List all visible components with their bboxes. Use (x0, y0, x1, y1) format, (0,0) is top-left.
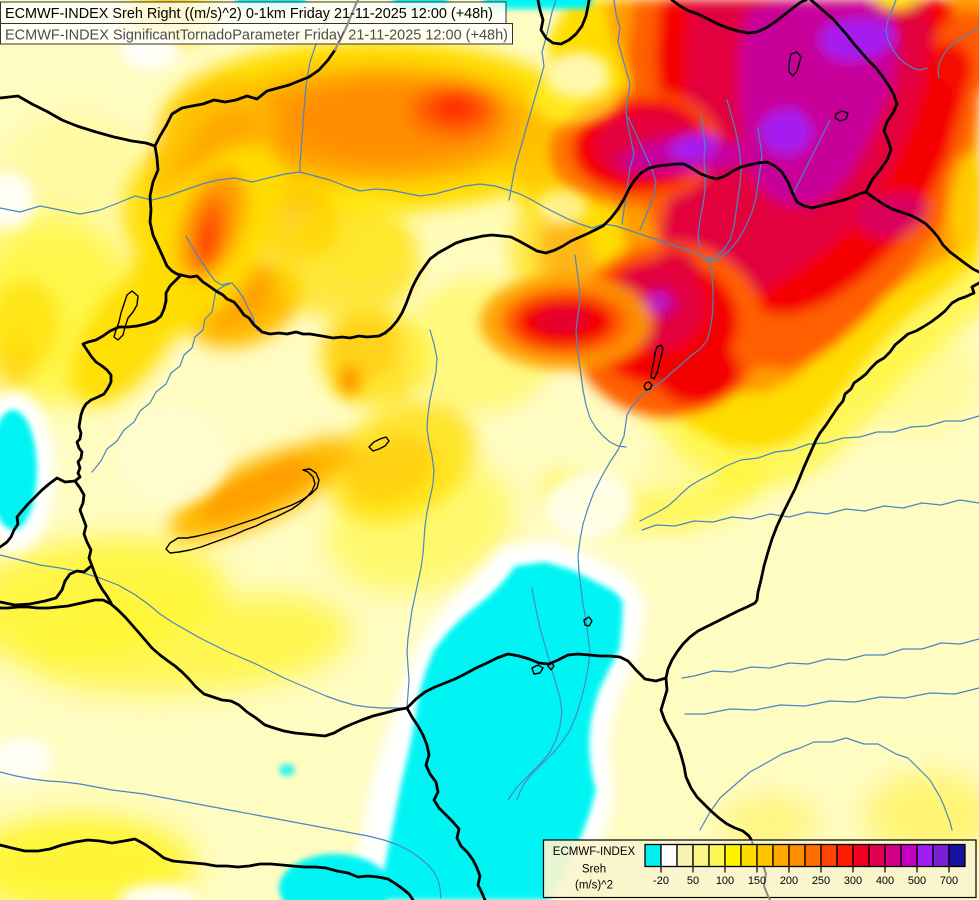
svg-text:300: 300 (844, 875, 862, 887)
svg-text:(m/s)^2: (m/s)^2 (575, 880, 613, 892)
svg-text:ECMWF-INDEX SignificantTornado: ECMWF-INDEX SignificantTornadoParameter … (5, 27, 508, 44)
svg-text:100: 100 (716, 875, 734, 887)
svg-text:-20: -20 (653, 875, 669, 887)
svg-text:ECMWF-INDEX Sreh Right ((m/s)^: ECMWF-INDEX Sreh Right ((m/s)^2) 0-1km F… (5, 5, 493, 22)
svg-text:ECMWF-INDEX: ECMWF-INDEX (553, 846, 636, 858)
svg-text:500: 500 (908, 875, 926, 887)
svg-text:Sreh: Sreh (582, 864, 606, 876)
svg-text:700: 700 (940, 875, 958, 887)
svg-text:250: 250 (812, 875, 830, 887)
svg-text:150: 150 (748, 875, 766, 887)
svg-text:200: 200 (780, 875, 798, 887)
svg-text:50: 50 (687, 875, 699, 887)
svg-text:400: 400 (876, 875, 894, 887)
